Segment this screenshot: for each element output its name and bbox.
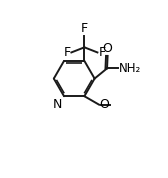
Text: N: N [53, 98, 62, 111]
Text: F: F [81, 22, 88, 35]
Text: F: F [63, 46, 71, 59]
Text: NH₂: NH₂ [119, 62, 141, 75]
Text: F: F [98, 46, 106, 59]
Text: O: O [103, 42, 113, 55]
Text: O: O [100, 98, 110, 111]
